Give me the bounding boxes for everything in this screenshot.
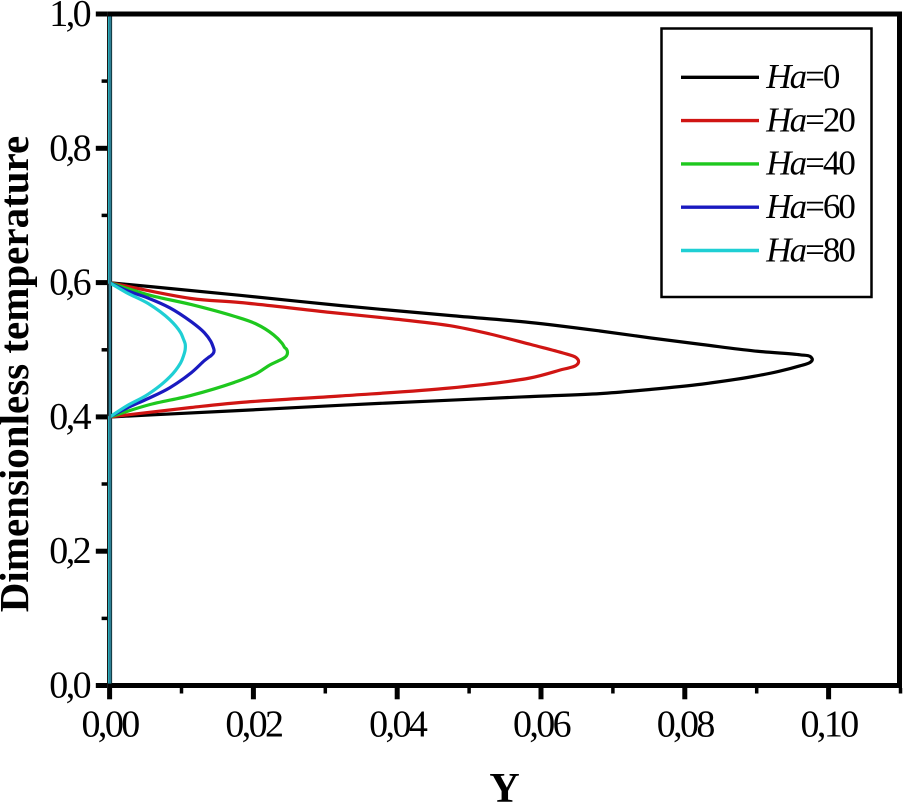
- svg-text:Ha=60: Ha=60: [765, 187, 855, 226]
- svg-text:Ha=40: Ha=40: [765, 144, 855, 183]
- svg-text:Ha=80: Ha=80: [765, 230, 855, 269]
- svg-text:Ha=20: Ha=20: [765, 100, 855, 139]
- svg-text:Ha=0: Ha=0: [765, 57, 840, 96]
- svg-text:0,4: 0,4: [49, 396, 91, 438]
- svg-text:0,8: 0,8: [49, 127, 90, 169]
- svg-text:0,02: 0,02: [225, 704, 282, 746]
- svg-text:0,04: 0,04: [369, 704, 428, 746]
- svg-text:0,0: 0,0: [49, 665, 90, 707]
- svg-text:1,0: 1,0: [49, 0, 90, 35]
- svg-text:0,6: 0,6: [49, 262, 90, 304]
- svg-text:Y: Y: [489, 766, 519, 803]
- svg-text:Dimensionless temperature: Dimensionless temperature: [0, 136, 37, 612]
- svg-text:0,00: 0,00: [82, 704, 140, 746]
- svg-text:0,2: 0,2: [49, 530, 89, 572]
- svg-text:0,06: 0,06: [513, 704, 571, 746]
- svg-text:0,08: 0,08: [657, 704, 715, 746]
- svg-text:0,10: 0,10: [801, 704, 859, 746]
